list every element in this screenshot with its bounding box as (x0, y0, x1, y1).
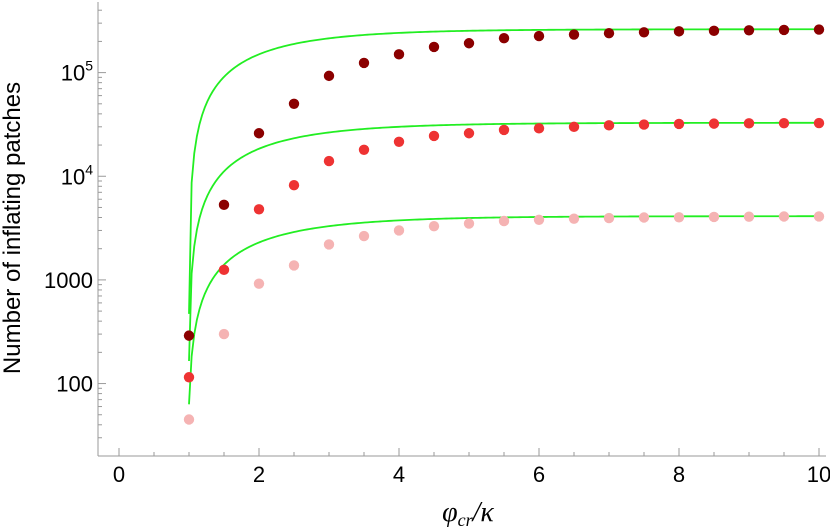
data-point-series-1 (288, 98, 300, 110)
data-points (183, 24, 825, 425)
data-point-series-1 (253, 128, 265, 139)
data-point-series-1 (463, 38, 475, 49)
plot-axes (97, 2, 826, 457)
data-point-series-1 (638, 27, 650, 38)
y-axis-title: Number of inflating patches (0, 82, 26, 374)
x-axis-title: φcr/κ (442, 497, 494, 527)
data-point-series-2 (778, 118, 790, 129)
data-point-series-3 (358, 230, 370, 242)
y-tick-label: 105 (61, 58, 93, 86)
x-tick-label: 2 (253, 462, 265, 487)
y-tick-exponent: 4 (85, 161, 93, 177)
data-point-series-1 (218, 199, 230, 211)
fit-curve-2 (188, 121, 819, 362)
data-point-series-3 (708, 211, 720, 223)
data-point-series-2 (323, 155, 335, 167)
data-point-series-3 (288, 260, 300, 271)
x-axis-title-sub: cr (458, 510, 474, 527)
y-tick-base: 10 (61, 164, 85, 189)
data-point-series-3 (638, 212, 650, 223)
x-axis-title-tail: /κ (471, 497, 495, 527)
data-point-series-3 (533, 214, 545, 226)
data-point-series-1 (393, 49, 405, 60)
data-point-series-3 (743, 211, 755, 222)
x-tick-label: 10 (807, 462, 830, 487)
data-point-series-1 (183, 330, 195, 341)
data-point-series-2 (708, 118, 720, 129)
data-point-series-1 (708, 25, 720, 37)
x-axis-title-main: φ (442, 497, 458, 527)
data-point-series-1 (568, 29, 580, 40)
data-point-series-2 (428, 130, 440, 142)
data-point-series-2 (463, 128, 475, 139)
data-point-series-1 (603, 28, 615, 39)
fit-curve-1 (188, 28, 820, 314)
data-point-series-3 (673, 212, 685, 223)
data-point-series-2 (358, 144, 370, 155)
fit-curve-3 (188, 215, 819, 405)
x-tick-label: 8 (673, 462, 685, 487)
data-point-series-2 (253, 204, 265, 215)
y-tick-base: 10 (61, 61, 85, 86)
x-tick-label: 0 (113, 462, 125, 487)
y-tick-exponent: 5 (85, 58, 93, 74)
data-point-series-3 (568, 213, 580, 224)
data-point-series-3 (463, 218, 475, 229)
data-point-series-3 (778, 211, 790, 222)
data-point-series-1 (778, 24, 790, 36)
data-point-series-3 (603, 212, 615, 224)
data-point-series-2 (533, 123, 545, 134)
data-point-series-3 (218, 328, 230, 340)
data-point-series-2 (813, 117, 825, 129)
data-point-series-3 (323, 239, 335, 250)
data-point-series-3 (428, 220, 440, 232)
data-point-series-1 (813, 24, 825, 35)
x-tick-label: 4 (393, 462, 405, 487)
data-point-series-2 (183, 372, 195, 383)
data-point-series-3 (813, 211, 825, 222)
data-point-series-3 (253, 278, 265, 289)
y-tick-label: 104 (61, 161, 93, 189)
x-tick-label: 6 (533, 462, 545, 487)
data-point-series-2 (393, 136, 405, 148)
y-tick-label: 100 (56, 372, 93, 397)
data-point-series-1 (673, 26, 685, 37)
data-point-series-2 (603, 120, 615, 131)
data-point-series-2 (673, 118, 685, 130)
data-point-series-1 (498, 32, 510, 44)
data-point-series-1 (428, 41, 440, 53)
data-point-series-3 (498, 215, 510, 227)
data-point-series-2 (218, 264, 230, 276)
data-point-series-3 (183, 414, 195, 425)
data-point-series-2 (498, 124, 510, 136)
data-point-series-2 (568, 121, 580, 133)
data-point-series-1 (323, 70, 335, 82)
data-point-series-3 (393, 225, 405, 236)
data-point-series-2 (743, 118, 755, 129)
data-point-series-2 (288, 179, 300, 191)
y-tick-label: 1000 (44, 268, 93, 293)
data-point-series-1 (533, 30, 545, 42)
data-point-series-2 (638, 119, 650, 130)
data-point-series-1 (743, 25, 755, 36)
data-point-series-1 (358, 57, 370, 69)
